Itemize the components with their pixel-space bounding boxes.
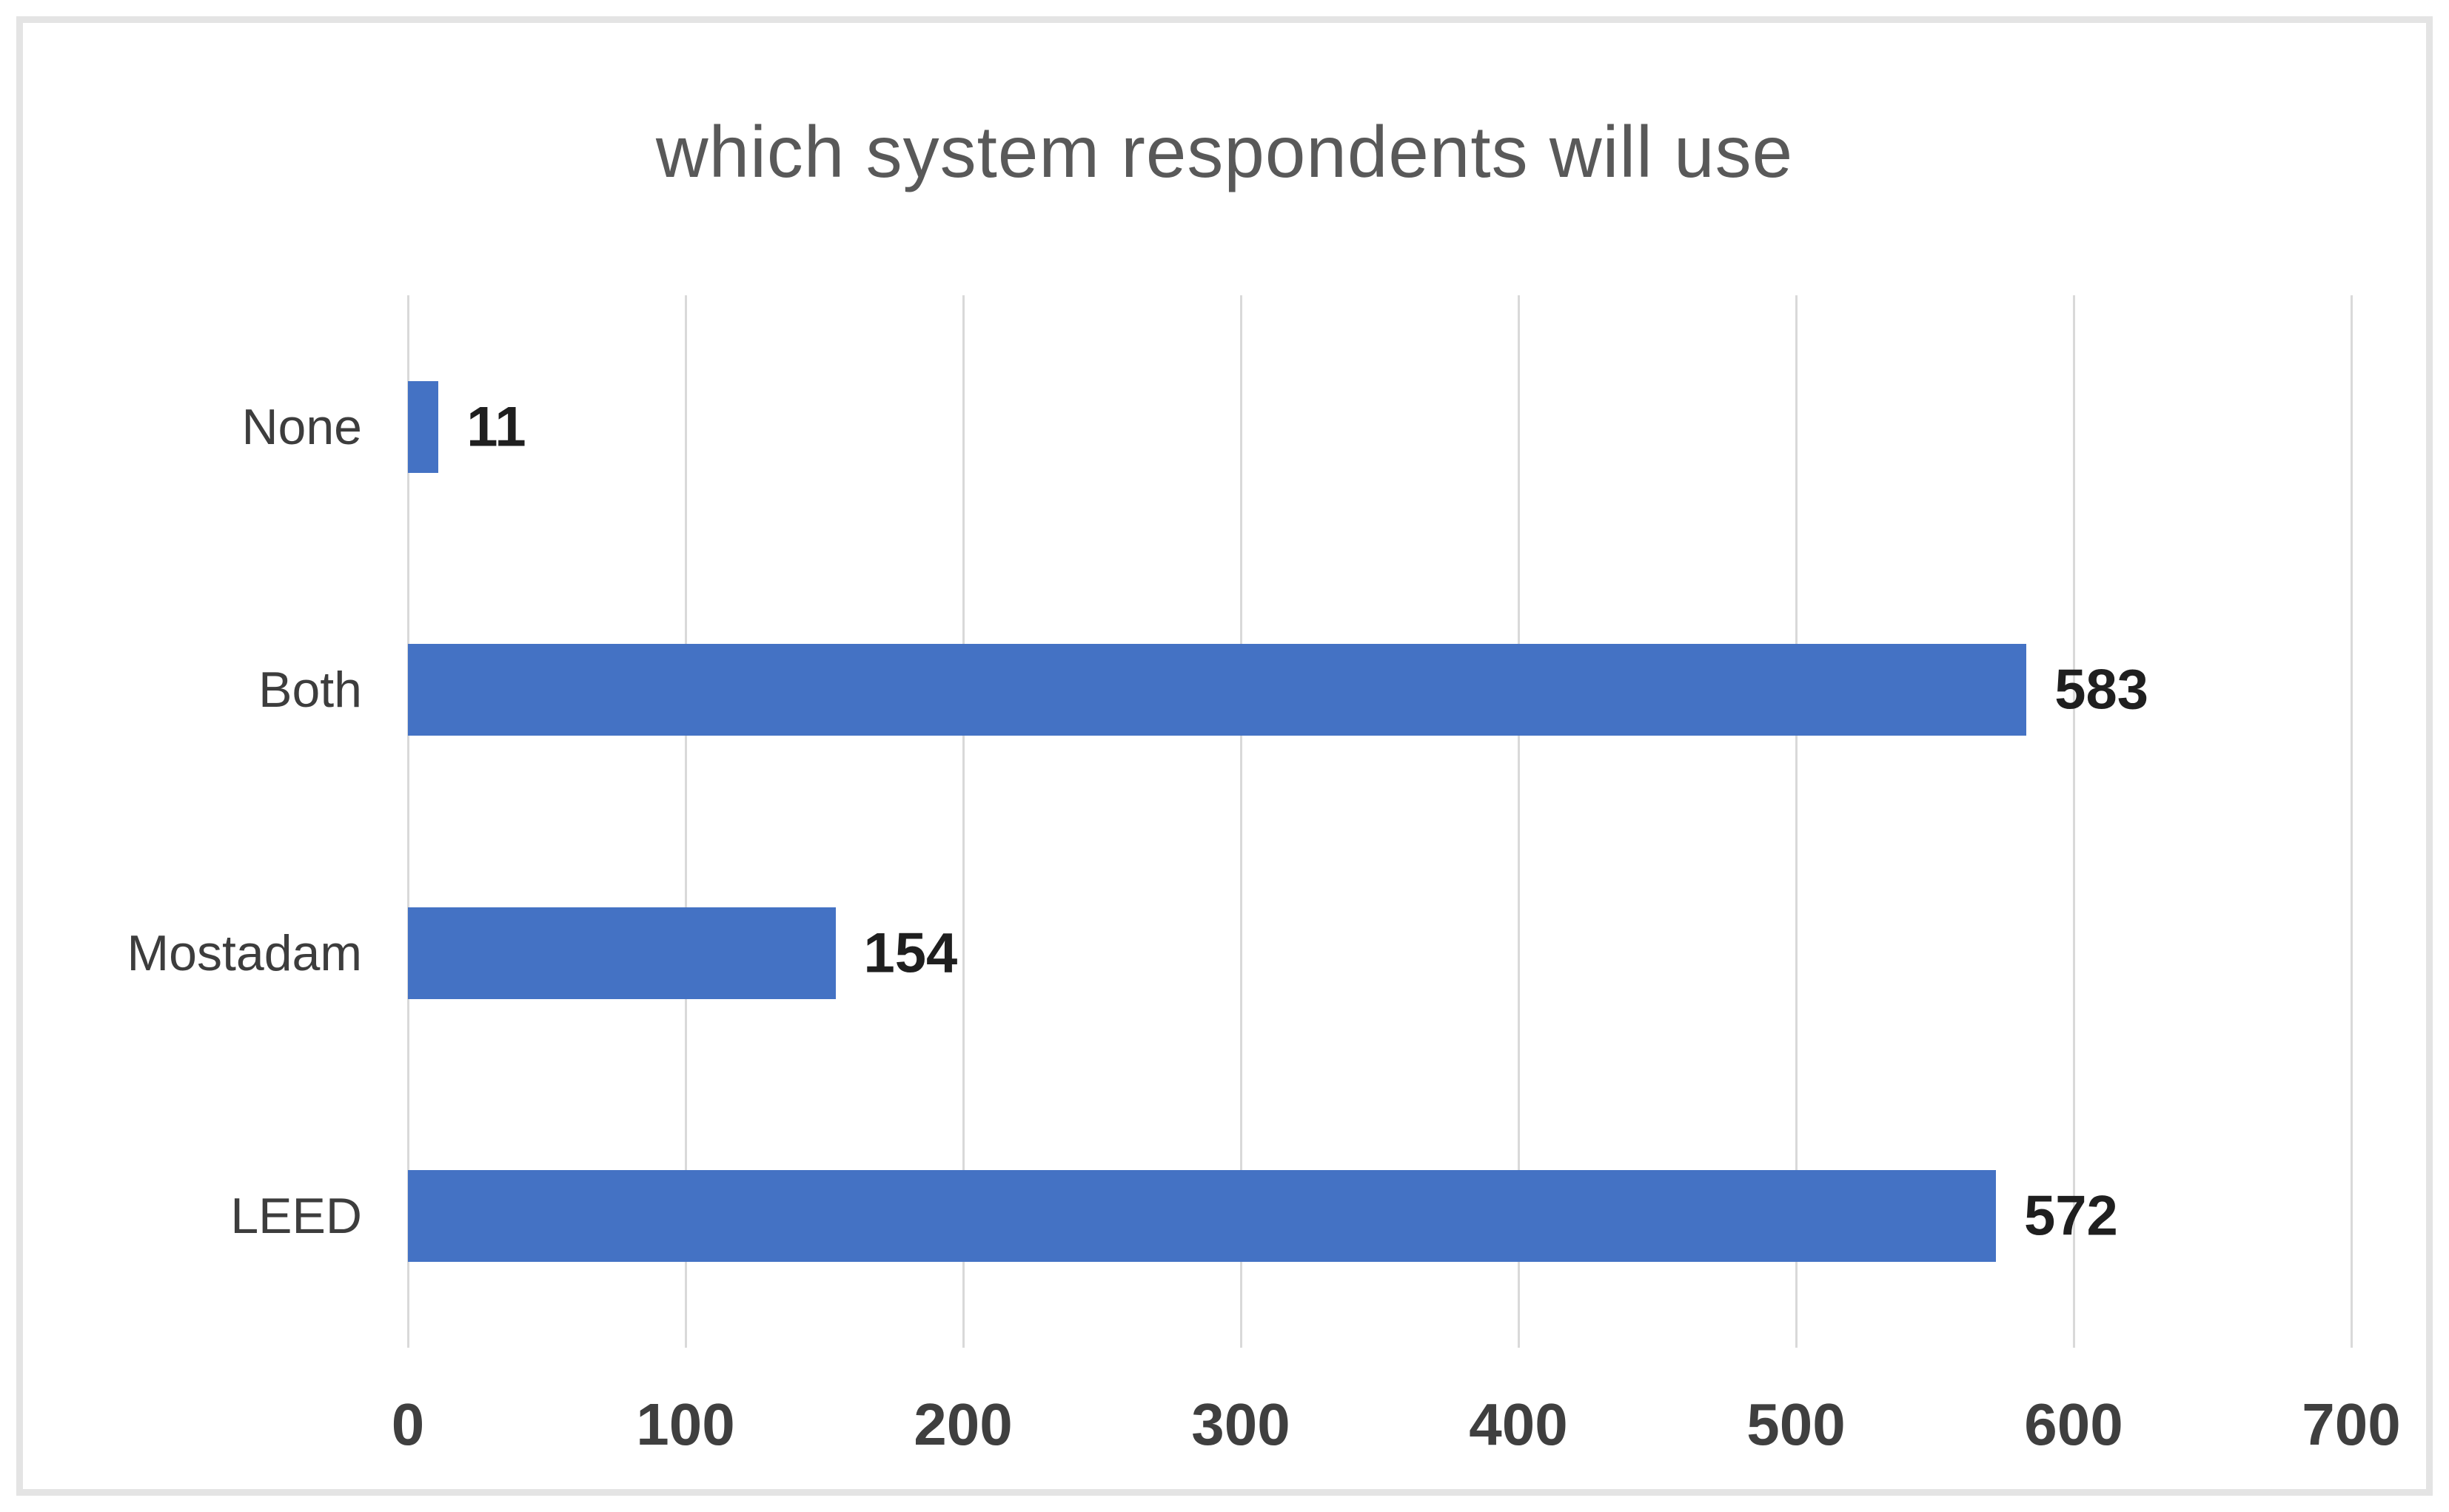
category-label: LEED: [230, 1188, 362, 1245]
gridline-200: [962, 295, 965, 1348]
bar-row-none: None 11: [241, 295, 2351, 559]
gridline-600: [2073, 295, 2075, 1348]
x-tick-label: 700: [2302, 1391, 2401, 1457]
bar-row-leed: LEED 572: [230, 1085, 2351, 1348]
chart-title: which system respondents will use: [655, 111, 1794, 192]
gridline-400: [1518, 295, 1520, 1348]
category-label: None: [241, 398, 362, 455]
gridline-0: [407, 295, 409, 1348]
x-axis: 0 100 200 300 400 500 600 700: [392, 1391, 2401, 1479]
chart-frame: which system respondents will use None 11…: [16, 16, 2433, 1496]
gridline-300: [1240, 295, 1242, 1348]
bar-row-mostadam: Mostadam 154: [127, 821, 2351, 1085]
category-label: Both: [258, 662, 362, 719]
category-label: Mostadam: [127, 924, 362, 981]
value-label: 11: [466, 395, 526, 459]
x-tick-label: 400: [1469, 1391, 1568, 1457]
value-label: 572: [2024, 1184, 2118, 1248]
gridline-500: [1795, 295, 1798, 1348]
gridline-700: [2351, 295, 2353, 1348]
gridline-100: [685, 295, 687, 1348]
bar-row-both: Both 583: [258, 559, 2351, 822]
x-tick-label: 200: [914, 1391, 1013, 1457]
value-label: 583: [2054, 658, 2149, 722]
bar: [408, 907, 836, 999]
plot-area: None 11 Both 583 Mostadam 154 LEED 572: [127, 295, 2353, 1348]
x-tick-label: 600: [2024, 1391, 2123, 1457]
x-tick-label: 0: [391, 1391, 425, 1457]
value-label: 154: [863, 921, 958, 985]
x-tick-label: 100: [636, 1391, 735, 1457]
bar: [408, 380, 439, 473]
bar: [408, 644, 2027, 736]
x-tick-label: 500: [1746, 1391, 1846, 1457]
x-tick-label: 300: [1191, 1391, 1290, 1457]
bar: [408, 1170, 1996, 1263]
